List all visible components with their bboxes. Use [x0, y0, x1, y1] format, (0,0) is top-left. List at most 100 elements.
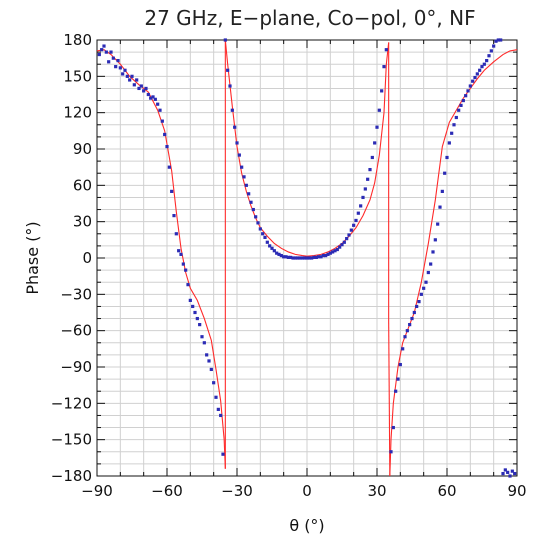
phase-marker [170, 189, 174, 193]
phase-marker [163, 132, 167, 137]
phase-marker [377, 108, 381, 112]
phase-marker [188, 298, 192, 302]
y-tick-label: −180 [51, 467, 92, 485]
phase-marker [349, 228, 353, 232]
phase-marker [160, 119, 164, 123]
phase-marker [207, 359, 211, 363]
phase-marker [277, 252, 281, 256]
phase-marker [244, 183, 248, 187]
phase-marker [165, 144, 169, 149]
y-tick-label: 180 [63, 31, 92, 49]
phase-marker [177, 249, 181, 253]
phase-marker [450, 131, 454, 135]
phase-marker [471, 79, 475, 83]
axis-ticks [96, 39, 518, 477]
phase-marker [212, 381, 216, 385]
phase-marker [305, 256, 309, 260]
y-tick-label: 90 [73, 140, 92, 158]
model-phase-line [96, 39, 518, 477]
phase-marker [375, 125, 379, 129]
grid [97, 40, 517, 476]
phase-marker [408, 323, 412, 327]
phase-marker [391, 425, 395, 430]
phase-marker [317, 255, 321, 259]
phase-marker [249, 200, 253, 204]
phase-marker [121, 72, 125, 76]
phase-line-segment [389, 49, 518, 477]
phase-marker [135, 78, 139, 82]
x-tick-label: 90 [507, 482, 526, 500]
phase-marker [405, 329, 409, 333]
phase-line-segment [96, 49, 226, 469]
phase-marker [111, 56, 115, 60]
phase-marker [153, 97, 157, 101]
y-tick-label: −30 [60, 285, 92, 303]
phase-marker [261, 232, 265, 236]
phase-marker [184, 268, 188, 272]
y-tick-label: 150 [63, 67, 92, 85]
phase-marker [156, 102, 160, 106]
phase-marker [347, 233, 351, 237]
phase-marker [429, 262, 433, 266]
phase-marker [396, 377, 400, 381]
phase-marker [97, 52, 101, 57]
phase-marker [144, 86, 148, 91]
phase-marker [492, 44, 496, 48]
phase-marker [107, 60, 111, 64]
y-tick-label: 30 [73, 213, 92, 231]
phase-marker [340, 243, 344, 247]
phase-marker [256, 221, 260, 225]
phase-marker [146, 92, 150, 97]
phase-marker [149, 96, 153, 100]
x-axis-label: θ (°) [289, 516, 324, 535]
phase-marker [447, 141, 451, 145]
x-tick-label: −90 [81, 482, 113, 500]
phase-marker [436, 222, 440, 226]
phase-marker [174, 232, 178, 236]
phase-marker [298, 256, 302, 260]
phase-marker [230, 108, 234, 112]
phase-marker [356, 211, 360, 215]
x-tick-label: 60 [437, 482, 456, 500]
phase-marker [417, 300, 421, 304]
phase-marker [282, 255, 286, 259]
phase-marker [216, 407, 220, 411]
y-tick-label: −150 [51, 431, 92, 449]
phase-marker [312, 255, 316, 259]
phase-marker [209, 367, 213, 372]
phase-marker [496, 38, 500, 42]
x-tick-label: 0 [302, 482, 312, 500]
phase-marker [240, 165, 244, 169]
phase-marker [233, 125, 237, 129]
phase-marker [226, 68, 230, 72]
phase-marker [247, 192, 251, 196]
phase-marker [151, 95, 155, 99]
phase-marker [494, 39, 498, 43]
phase-marker [328, 251, 332, 255]
phase-marker [310, 256, 314, 260]
phase-marker [440, 189, 444, 193]
phase-marker [480, 65, 484, 69]
phase-marker [478, 68, 482, 72]
phase-marker [359, 204, 363, 208]
phase-marker [342, 240, 346, 244]
phase-marker [200, 335, 204, 339]
phase-marker [172, 214, 176, 218]
phase-marker [221, 452, 225, 456]
phase-marker [403, 335, 407, 339]
phase-marker [335, 247, 339, 252]
phase-marker [394, 389, 398, 393]
phase-marker [503, 468, 507, 472]
phase-marker [223, 38, 227, 42]
phase-marker [501, 471, 505, 476]
phase-marker [181, 262, 185, 266]
phase-marker [128, 78, 132, 82]
phase-marker [401, 347, 405, 351]
phase-marker [508, 474, 512, 478]
phase-marker [398, 362, 402, 367]
phase-marker [384, 48, 388, 52]
phase-marker [431, 250, 435, 254]
y-tick-label: 60 [73, 176, 92, 194]
phase-marker [228, 84, 232, 88]
phase-marker [270, 246, 274, 250]
